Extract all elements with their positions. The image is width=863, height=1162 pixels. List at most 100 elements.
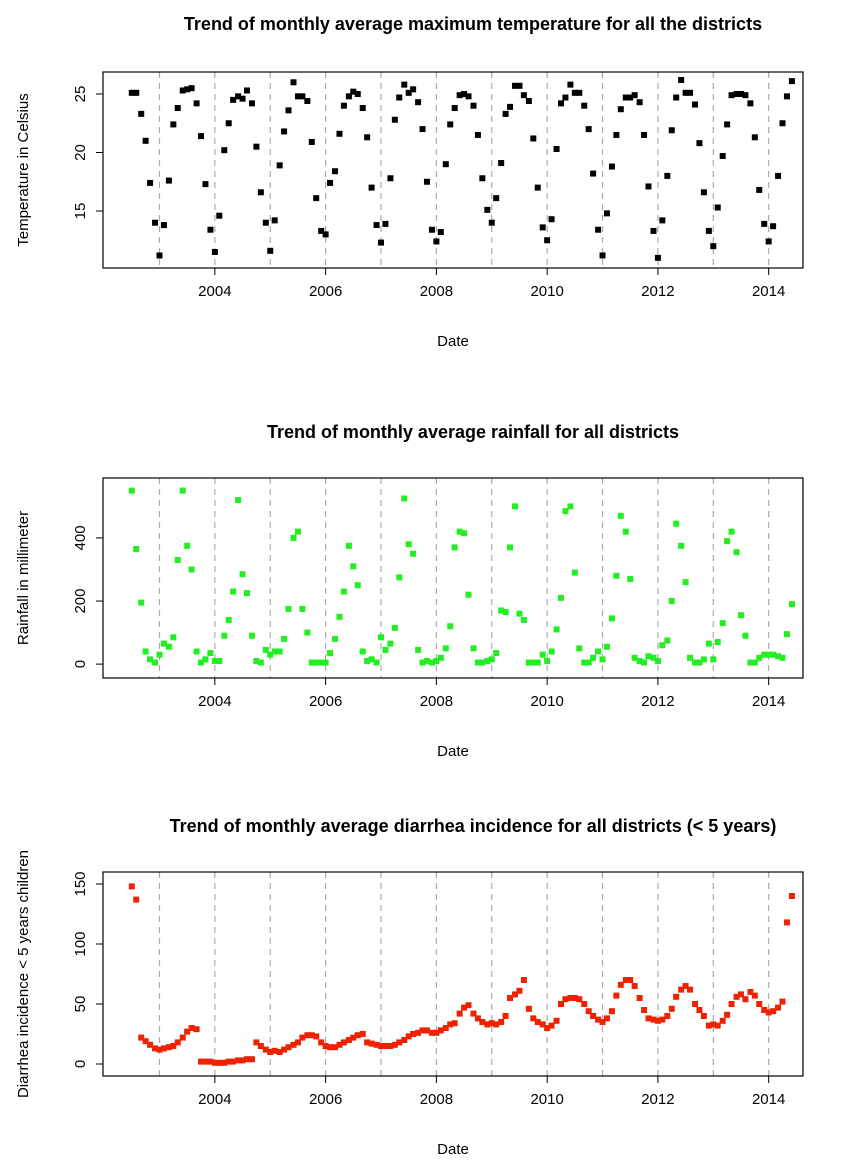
point (188, 566, 195, 573)
x-axis-label: Date (437, 333, 469, 350)
point (128, 487, 135, 494)
point (147, 179, 154, 186)
point (401, 81, 408, 88)
x-tick-label: 2014 (752, 1091, 785, 1108)
point (479, 175, 486, 182)
point (327, 1044, 334, 1051)
point (783, 919, 790, 926)
point (147, 656, 154, 663)
point (595, 226, 602, 233)
point (714, 639, 721, 646)
point (428, 1029, 435, 1036)
point (710, 243, 717, 250)
point (230, 96, 237, 103)
point (710, 656, 717, 663)
point (152, 659, 159, 666)
point (304, 98, 311, 105)
point (451, 544, 458, 551)
x-tick-label: 2012 (641, 1091, 674, 1108)
point (211, 248, 218, 255)
point (160, 1045, 167, 1052)
point (152, 219, 159, 226)
point (571, 89, 578, 96)
point (562, 508, 569, 515)
point (728, 92, 735, 99)
point (378, 239, 385, 246)
point (336, 1041, 343, 1048)
point (262, 1046, 269, 1053)
point (705, 1022, 712, 1029)
point (728, 528, 735, 535)
point (484, 206, 491, 213)
point (133, 545, 140, 552)
point (225, 120, 232, 127)
point (239, 571, 246, 578)
y-tick-label: 400 (72, 525, 89, 550)
point (294, 1039, 301, 1046)
point (562, 996, 569, 1003)
point (170, 1043, 177, 1049)
point (387, 1043, 394, 1049)
point (461, 530, 468, 537)
point (243, 590, 250, 597)
point (747, 989, 754, 995)
point (138, 1034, 145, 1041)
point (433, 238, 440, 245)
point (461, 90, 468, 97)
point (401, 495, 408, 502)
point (775, 172, 782, 179)
point (419, 126, 426, 133)
point (498, 160, 505, 167)
point (308, 659, 315, 666)
point (423, 1027, 430, 1034)
point (493, 195, 500, 202)
point (327, 650, 334, 657)
point (590, 170, 597, 177)
point (779, 654, 786, 661)
point (622, 94, 629, 101)
point (783, 93, 790, 100)
point (294, 528, 301, 535)
point (387, 175, 394, 182)
point (396, 94, 403, 101)
point (761, 651, 768, 658)
point (576, 645, 583, 652)
point (156, 1046, 163, 1053)
point (207, 650, 214, 657)
point (340, 588, 347, 595)
point (733, 90, 740, 97)
point (631, 654, 638, 661)
x-tick-label: 2010 (530, 283, 563, 300)
point (581, 1001, 588, 1007)
point (581, 102, 588, 109)
point (428, 226, 435, 233)
point (493, 1021, 500, 1028)
point (557, 100, 564, 107)
point (599, 656, 606, 663)
x-tick-label: 2008 (420, 693, 453, 710)
point (664, 1013, 671, 1019)
point (525, 659, 532, 666)
point (221, 632, 228, 639)
point (520, 92, 527, 99)
point (285, 107, 292, 114)
point (645, 183, 652, 190)
point (165, 177, 172, 184)
point (692, 1001, 699, 1007)
point (724, 1011, 731, 1018)
point (714, 1022, 721, 1029)
point (613, 572, 620, 579)
point (202, 656, 209, 663)
point (313, 659, 320, 666)
point (664, 172, 671, 179)
point (447, 121, 454, 128)
point (724, 538, 731, 545)
point (174, 1039, 181, 1046)
chart-title: Trend of monthly average maximum tempera… (184, 14, 762, 34)
point (184, 542, 191, 549)
point (516, 610, 523, 617)
point (253, 1039, 260, 1046)
point (193, 648, 200, 655)
x-tick-label: 2012 (641, 693, 674, 710)
point (447, 1021, 454, 1028)
